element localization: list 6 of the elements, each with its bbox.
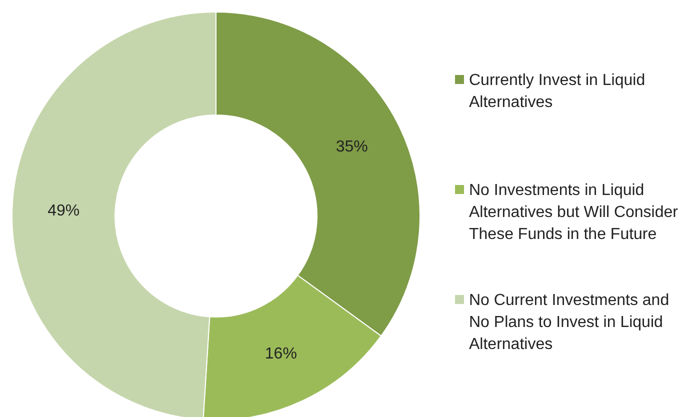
legend-label: No Investments in Liquid Alternatives but Will Consider These Funds in the Future (469, 182, 679, 243)
data-label: 49% (48, 202, 80, 220)
legend-label: Currently Invest in Liquid Alternatives (469, 72, 646, 111)
data-label: 16% (264, 345, 297, 362)
data-label: 35% (336, 138, 368, 156)
legend-label: No Current Investments and No Plans to Invest in Liquid Alternatives (469, 292, 670, 353)
